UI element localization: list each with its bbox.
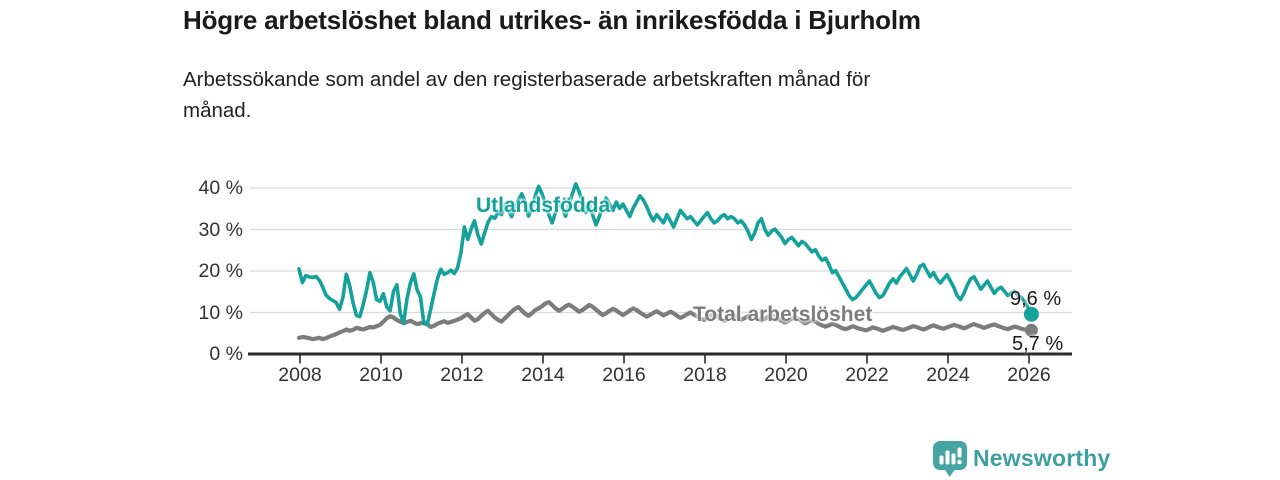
x-axis-ticks — [299, 355, 1030, 364]
series-label-total-arbetsloshet: Total arbetslöshet — [693, 303, 873, 326]
series-label-utlandsfodda: Utlandsfödda — [476, 194, 611, 217]
x-tick-label-2022: 2022 — [845, 364, 889, 386]
end-value-label-total: 5,7 % — [1012, 333, 1064, 355]
page-title: Högre arbetslöshet bland utrikes- än inr… — [183, 5, 921, 35]
x-tick-label-2026: 2026 — [1007, 364, 1051, 386]
brand-wordmark: Newsworthy — [973, 445, 1111, 471]
total-arbetsloshet-line — [296, 300, 1034, 342]
x-tick-label-2014: 2014 — [521, 364, 565, 386]
end-value-label-utlandsfodda: 9,6 % — [1010, 288, 1062, 310]
y-tick-label-0: 0 % — [209, 343, 243, 365]
gridlines — [250, 187, 1072, 314]
total-arbetsloshet-end-dot — [1024, 323, 1038, 337]
x-tick-label-2012: 2012 — [440, 364, 484, 386]
y-tick-label-40: 40 % — [198, 177, 243, 199]
utlandsfodda-end-dot — [1023, 306, 1039, 322]
x-tick-label-2018: 2018 — [683, 364, 727, 386]
x-tick-label-2024: 2024 — [926, 364, 970, 386]
y-tick-label-20: 20 % — [198, 260, 243, 282]
x-tick-label-2010: 2010 — [359, 364, 403, 386]
x-tick-label-2016: 2016 — [602, 364, 646, 386]
page-subtitle: Arbetssökande som andel av den registerb… — [183, 68, 871, 123]
x-tick-label-2020: 2020 — [764, 364, 808, 386]
utlandsfodda-line — [297, 182, 1034, 327]
x-tick-label-2008: 2008 — [278, 364, 322, 386]
bar-chart-speech-bubble-icon — [933, 441, 967, 477]
y-tick-label-10: 10 % — [198, 301, 243, 324]
y-tick-label-30: 30 % — [198, 218, 243, 241]
